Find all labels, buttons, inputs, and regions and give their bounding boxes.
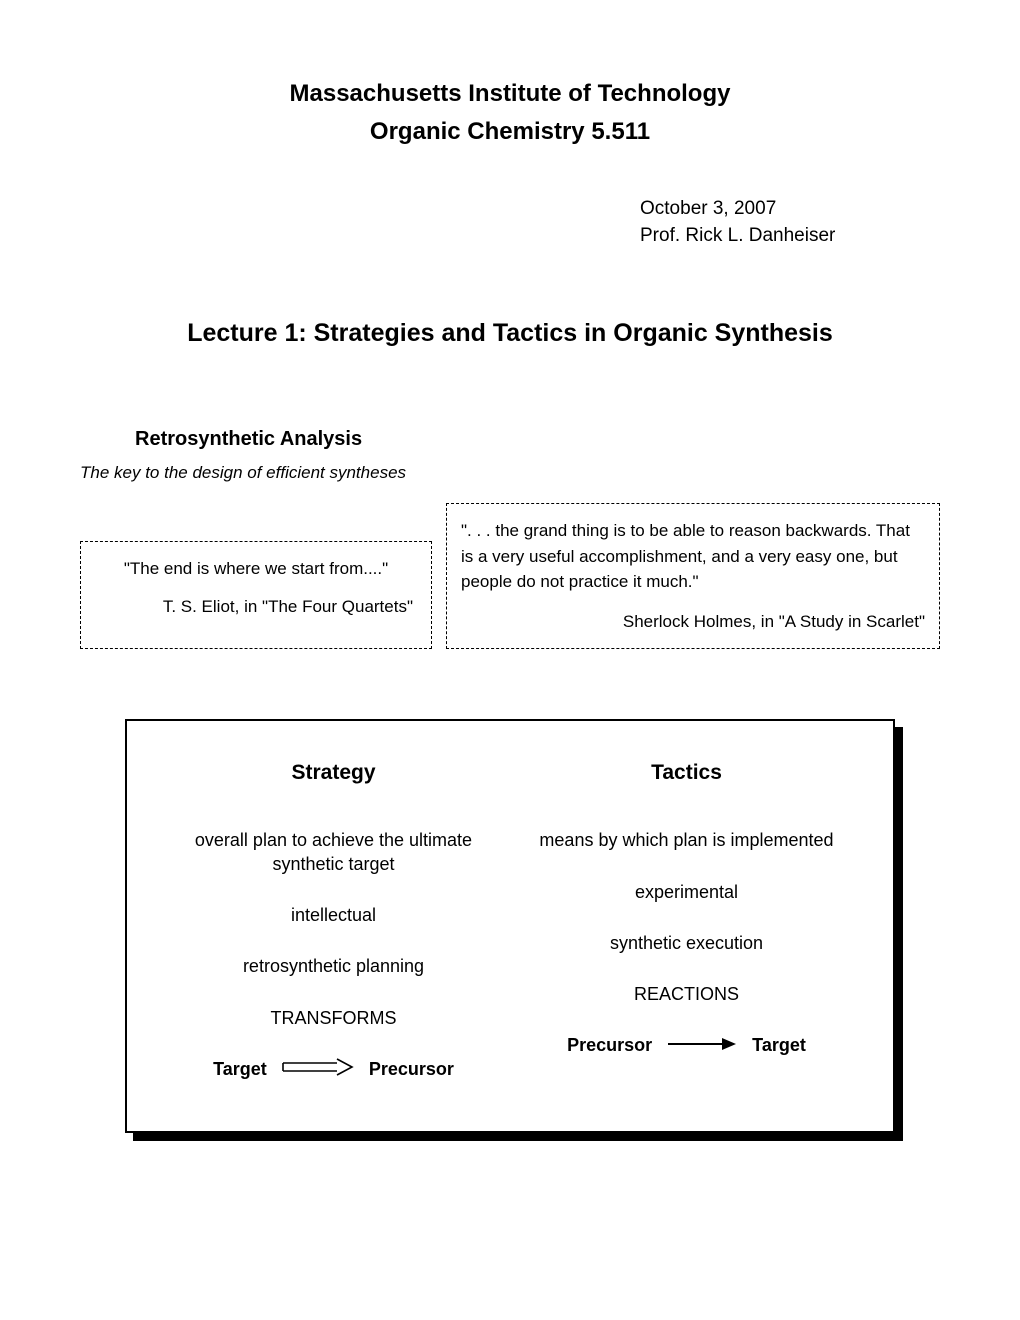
quote-text: ". . . the grand thing is to be able to … bbox=[461, 518, 925, 595]
tactics-operations: REACTIONS bbox=[510, 983, 863, 1006]
quote-attribution: Sherlock Holmes, in "A Study in Scarlet" bbox=[461, 609, 925, 635]
tactics-title: Tactics bbox=[510, 761, 863, 785]
strategy-desc: overall plan to achieve the ultimate syn… bbox=[157, 829, 510, 876]
quote-text: "The end is where we start from...." bbox=[95, 556, 417, 582]
strategy-arrow-row: Target Precursor bbox=[157, 1058, 510, 1081]
strategy-from: Target bbox=[213, 1059, 267, 1080]
professor-name: Prof. Rick L. Danheiser bbox=[640, 223, 940, 250]
institution-title: Massachusetts Institute of Technology bbox=[80, 80, 940, 108]
strategy-nature: intellectual bbox=[157, 904, 510, 927]
tactics-planning: synthetic execution bbox=[510, 932, 863, 955]
forward-arrow-icon bbox=[666, 1035, 738, 1056]
tactics-desc: means by which plan is implemented bbox=[510, 829, 863, 852]
quote-box-holmes: ". . . the grand thing is to be able to … bbox=[446, 503, 940, 649]
tactics-column: Tactics means by which plan is implement… bbox=[510, 761, 863, 1081]
course-title: Organic Chemistry 5.511 bbox=[80, 118, 940, 146]
strategy-tactics-box: Strategy overall plan to achieve the ult… bbox=[125, 719, 895, 1133]
lecture-date: October 3, 2007 bbox=[640, 196, 940, 223]
quotes-row: "The end is where we start from...." T. … bbox=[80, 503, 940, 649]
tactics-nature: experimental bbox=[510, 881, 863, 904]
quote-attribution: T. S. Eliot, in "The Four Quartets" bbox=[95, 594, 417, 620]
section-subtitle: The key to the design of efficient synth… bbox=[80, 463, 940, 483]
strategy-tactics-content: Strategy overall plan to achieve the ult… bbox=[125, 719, 895, 1133]
strategy-column: Strategy overall plan to achieve the ult… bbox=[157, 761, 510, 1081]
strategy-to: Precursor bbox=[369, 1059, 454, 1080]
tactics-to: Target bbox=[752, 1035, 806, 1056]
meta-block: October 3, 2007 Prof. Rick L. Danheiser bbox=[640, 196, 940, 249]
tactics-arrow-row: Precursor Target bbox=[510, 1035, 863, 1056]
strategy-operations: TRANSFORMS bbox=[157, 1007, 510, 1030]
section-heading: Retrosynthetic Analysis bbox=[135, 428, 940, 451]
quote-box-eliot: "The end is where we start from...." T. … bbox=[80, 541, 432, 649]
tactics-from: Precursor bbox=[567, 1035, 652, 1056]
strategy-title: Strategy bbox=[157, 761, 510, 785]
lecture-title: Lecture 1: Strategies and Tactics in Org… bbox=[80, 319, 940, 348]
strategy-planning: retrosynthetic planning bbox=[157, 955, 510, 978]
retrosynthetic-arrow-icon bbox=[281, 1058, 355, 1081]
